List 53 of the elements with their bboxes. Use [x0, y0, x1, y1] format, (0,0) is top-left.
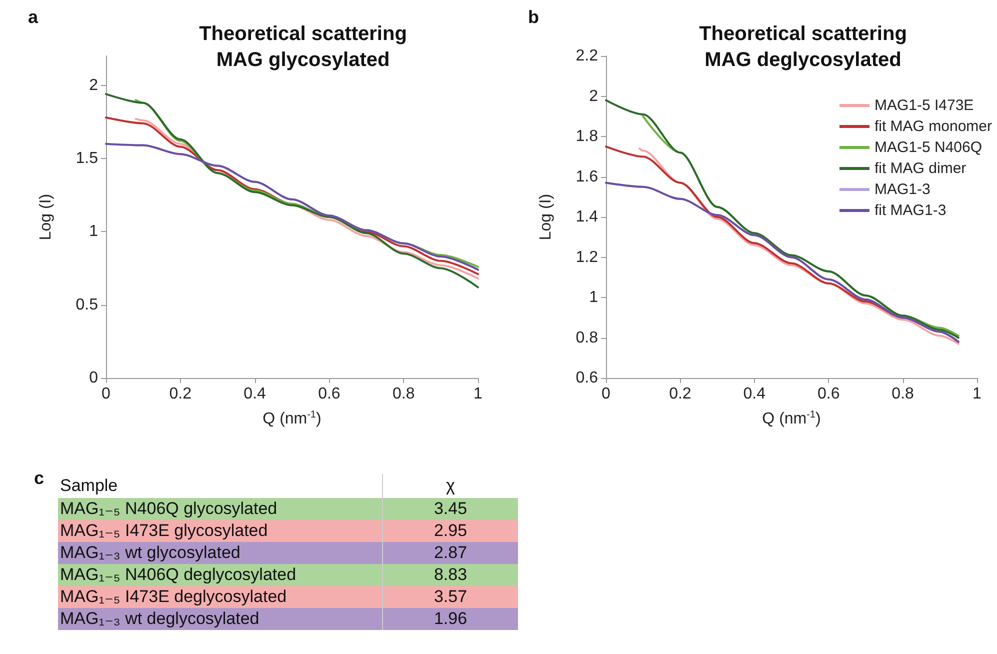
- x-tick-label: 1: [972, 386, 982, 402]
- y-tick-label: 2.2: [576, 48, 598, 64]
- legend-label: MAG1-3: [874, 181, 930, 198]
- y-tick-label: 2: [89, 76, 98, 94]
- y-axis-title: Log (I): [538, 194, 554, 240]
- category-label: MAG₁₋₅ I473E deglycosylated: [58, 586, 382, 608]
- y-tick-label: 0.5: [76, 296, 98, 314]
- text: χ: [445, 475, 456, 497]
- y-tick-label: 1.5: [76, 150, 98, 167]
- y-tick-label: 1.4: [576, 208, 598, 226]
- x-tick-label: 0.2: [669, 386, 692, 402]
- data-label: 8.83: [432, 564, 468, 586]
- data-label: 3.45: [432, 498, 468, 520]
- y-tick-label: 1.6: [576, 168, 598, 186]
- x-tick-label: 0.4: [244, 386, 266, 402]
- x-tick-label: 0.4: [743, 386, 766, 402]
- y-tick-label: 1: [589, 289, 598, 306]
- data-label: 1.96: [432, 608, 468, 630]
- x-tick-label: 0.6: [817, 386, 840, 402]
- y-tick-label: 0.6: [576, 370, 598, 386]
- y-tick-label: 1.8: [576, 128, 598, 145]
- y-tick-label: 1: [89, 223, 98, 240]
- y-axis-title: Log (I): [38, 194, 54, 240]
- text: c: [34, 468, 44, 489]
- y-tick-label: 0: [89, 370, 98, 386]
- x-tick-label: 0.8: [892, 386, 914, 402]
- text: Sample: [58, 474, 382, 498]
- data-label: 2.95: [432, 520, 468, 542]
- y-tick-label: 2: [589, 88, 598, 105]
- chart-title: Theoretical scattering MAG glycosylated: [199, 23, 407, 71]
- category-label: MAG₁₋₅ N406Q glycosylated: [58, 498, 382, 520]
- x-tick-label: 0.6: [318, 386, 340, 402]
- category-label: MAG₁₋₃ wt glycosylated: [58, 542, 382, 564]
- legend-label: fit MAG1-3: [874, 202, 946, 219]
- legend-label: MAG1-5 N406Q: [874, 139, 982, 156]
- x-tick-label: 0: [602, 386, 611, 402]
- y-tick-label: 0.8: [576, 329, 598, 346]
- x-tick-label: 0.8: [392, 386, 415, 402]
- x-tick-label: 0.2: [169, 386, 192, 402]
- data-label: 2.87: [432, 542, 468, 564]
- category-label: MAG₁₋₅ N406Q deglycosylated: [58, 564, 382, 586]
- y-tick-label: 1.2: [576, 248, 598, 266]
- legend-label: MAG1-5 I473E: [874, 97, 974, 114]
- text: a: [28, 7, 39, 27]
- x-tick-label: 0: [102, 386, 111, 402]
- legend-label: fit MAG dimer: [874, 160, 966, 177]
- legend-label: fit MAG monomer: [874, 118, 992, 135]
- category-label: MAG₁₋₃ wt deglycosylated: [58, 608, 382, 630]
- text: b: [528, 7, 539, 27]
- chart-title: Theoretical scattering MAG deglycosylated: [699, 23, 907, 71]
- x-tick-label: 1: [474, 386, 483, 402]
- category-label: MAG₁₋₅ I473E glycosylated: [58, 520, 382, 542]
- data-label: 3.57: [432, 586, 468, 608]
